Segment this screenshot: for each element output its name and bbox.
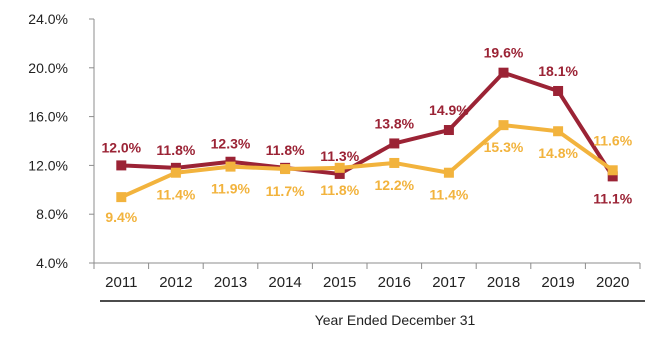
series-1-data-label: 11.8%: [156, 142, 195, 158]
series-2-marker: [170, 167, 181, 178]
series-1-data-label: 12.0%: [101, 139, 141, 155]
series-2-data-label: 9.4%: [105, 209, 137, 225]
series-group: [116, 67, 618, 203]
x-tick-label: 2020: [596, 274, 629, 291]
series-1-marker: [389, 138, 400, 149]
series-2-data-label: 11.4%: [429, 187, 468, 203]
x-axis-ticks: 2011 2012 2013 2014 2015 2016 2017 2018 2019 2020: [93, 263, 641, 291]
series-1-marker: [498, 67, 509, 78]
series-1-data-label: 12.3%: [211, 136, 251, 152]
x-tick-label: 2015: [323, 274, 356, 291]
series-1-marker: [553, 85, 564, 96]
series-2-marker: [389, 157, 400, 168]
series-2-data-label: 14.8%: [538, 145, 578, 161]
series-2-data-label: 11.7%: [266, 183, 305, 199]
data-labels: 12.0% 11.8% 12.3% 11.8% 11.3% 13.8% 14.9% 19.6%…: [101, 45, 632, 225]
series-2-marker: [498, 120, 509, 131]
x-tick-label: 2012: [159, 274, 192, 291]
y-tick-label: 8.0%: [36, 206, 68, 222]
series-1-data-label: 14.9%: [429, 102, 469, 118]
series-1-marker: [334, 168, 345, 179]
y-tick-label: 12.0%: [28, 157, 68, 173]
series-1-data-label: 11.3%: [320, 148, 359, 164]
y-tick-label: 24.0%: [28, 11, 68, 27]
x-axis-title: Year Ended December 31: [315, 312, 476, 328]
series-1-marker: [116, 160, 127, 171]
series-2-marker: [607, 165, 618, 176]
y-tick-label: 20.0%: [28, 60, 68, 76]
series-1-data-label: 18.1%: [538, 63, 578, 79]
series-2-line: [120, 123, 614, 199]
series-2-marker: [334, 162, 345, 173]
x-tick-label: 2017: [432, 274, 465, 291]
x-tick-label: 2014: [268, 274, 301, 291]
y-tick-label: 16.0%: [28, 109, 68, 125]
series-2-data-label: 12.2%: [374, 177, 414, 193]
series-1-line: [121, 70, 615, 178]
x-tick-label: 2011: [105, 274, 137, 291]
series-1-data-label: 13.8%: [374, 115, 414, 131]
series-1-data-label: 19.6%: [484, 45, 524, 61]
series-1-data-label: 11.1%: [593, 190, 632, 206]
series-2-data-label: 11.4%: [156, 187, 195, 203]
y-axis-ticks: 4.0% 8.0% 12.0% 16.0% 20.0% 24.0%: [28, 11, 94, 271]
series-1-marker: [607, 171, 618, 182]
y-tick-label: 4.0%: [36, 255, 68, 271]
x-tick-label: 2016: [378, 274, 411, 291]
x-tick-label: 2018: [487, 274, 520, 291]
series-2-marker: [553, 126, 564, 137]
series-2-data-label: 11.8%: [320, 182, 359, 198]
series-2-marker: [116, 192, 127, 203]
series-2-data-label: 15.3%: [484, 139, 524, 155]
series-2-marker: [280, 164, 291, 175]
series-2-marker: [225, 161, 236, 172]
series-2-data-label: 11.6%: [593, 132, 632, 148]
x-tick-label: 2019: [541, 274, 574, 291]
series-2-marker: [443, 167, 454, 178]
x-tick-label: 2013: [214, 274, 247, 291]
series-2-data-label: 11.9%: [211, 181, 250, 197]
series-1-marker: [443, 125, 454, 136]
series-1-data-label: 11.8%: [266, 142, 305, 158]
